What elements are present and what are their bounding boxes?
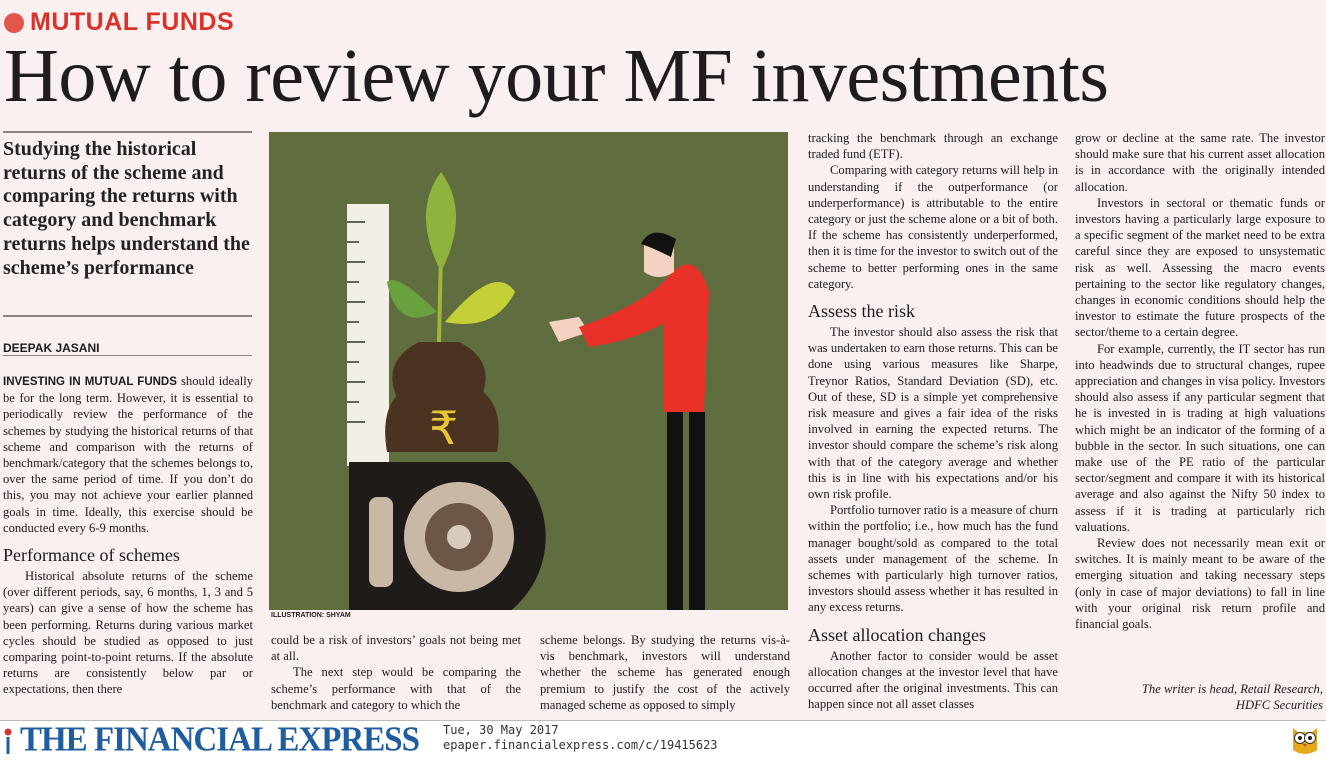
leaf-icon bbox=[426, 172, 456, 272]
subheading: Assess the risk bbox=[808, 301, 915, 322]
writer-company: HDFC Securities bbox=[1235, 698, 1323, 712]
paragraph: The investor should also assess the risk… bbox=[808, 325, 1058, 502]
paragraph: Review does not necessarily mean exit or… bbox=[1075, 536, 1325, 632]
paragraph: The next step would be comparing the sch… bbox=[271, 665, 521, 712]
column-1: INVESTING IN MUTUAL FUNDS should ideally… bbox=[3, 373, 253, 718]
paragraph: Investors in sectoral or thematic funds … bbox=[1075, 195, 1325, 340]
illustration-credit: ILLUSTRATION: SHYAM bbox=[271, 612, 351, 619]
lead-in: INVESTING IN MUTUAL FUNDS bbox=[3, 376, 177, 388]
column-2: could be a risk of investors’ goals not … bbox=[271, 632, 521, 717]
paragraph: Historical absolute returns of the schem… bbox=[3, 569, 253, 697]
paragraph: Another factor to consider would be asse… bbox=[808, 648, 1058, 712]
edition-info: Tue, 30 May 2017 epaper.financialexpress… bbox=[443, 723, 718, 753]
owl-icon[interactable] bbox=[1290, 722, 1320, 756]
column-3: scheme belongs. By studying the returns … bbox=[540, 632, 790, 717]
paragraph-text: should ideally be for the long term. How… bbox=[3, 374, 253, 535]
divider bbox=[3, 355, 252, 356]
paragraph: grow or decline at the same rate. The in… bbox=[1075, 131, 1325, 194]
bullet-icon bbox=[4, 12, 24, 33]
kicker-text: MUTUAL FUNDS bbox=[30, 8, 235, 36]
newspaper-logo[interactable]: THE FINANCIAL EXPRESS bbox=[20, 721, 420, 759]
paragraph: Comparing with category returns will hel… bbox=[808, 163, 1058, 291]
footer-bar bbox=[0, 720, 1326, 760]
paragraph: Portfolio turnover ratio is a measure of… bbox=[808, 503, 1058, 615]
paragraph: could be a risk of investors’ goals not … bbox=[271, 633, 521, 664]
edition-date: Tue, 30 May 2017 bbox=[443, 723, 559, 737]
column-4: tracking the benchmark through an exchan… bbox=[808, 130, 1058, 718]
column-5: grow or decline at the same rate. The in… bbox=[1075, 130, 1325, 670]
deck: Studying the historical returns of the s… bbox=[3, 138, 250, 279]
paragraph: For example, currently, the IT sector ha… bbox=[1075, 341, 1325, 534]
section-kicker: MUTUAL FUNDS bbox=[4, 8, 234, 37]
paragraph: scheme belongs. By studying the returns … bbox=[540, 633, 790, 712]
illustration: ₹ bbox=[269, 132, 788, 612]
edition-url[interactable]: epaper.financialexpress.com/c/19415623 bbox=[443, 738, 718, 752]
writer-note: The writer is head, Retail Research, HDF… bbox=[1142, 681, 1323, 713]
divider bbox=[3, 131, 252, 133]
svg-text:₹: ₹ bbox=[429, 401, 458, 455]
subheading: Performance of schemes bbox=[3, 545, 180, 566]
headline: How to review your MF investments bbox=[4, 34, 1109, 118]
ruler-icon bbox=[347, 204, 389, 466]
subheading: Asset allocation changes bbox=[808, 624, 986, 645]
paragraph: tracking the benchmark through an exchan… bbox=[808, 131, 1058, 162]
person-figure bbox=[549, 317, 589, 342]
byline: DEEPAK JASANI bbox=[3, 341, 100, 355]
logo-mark-icon bbox=[4, 728, 12, 754]
divider bbox=[3, 315, 252, 317]
writer-title: The writer is head, Retail Research, bbox=[1141, 682, 1323, 696]
paragraph: INVESTING IN MUTUAL FUNDS should ideally… bbox=[3, 373, 253, 536]
